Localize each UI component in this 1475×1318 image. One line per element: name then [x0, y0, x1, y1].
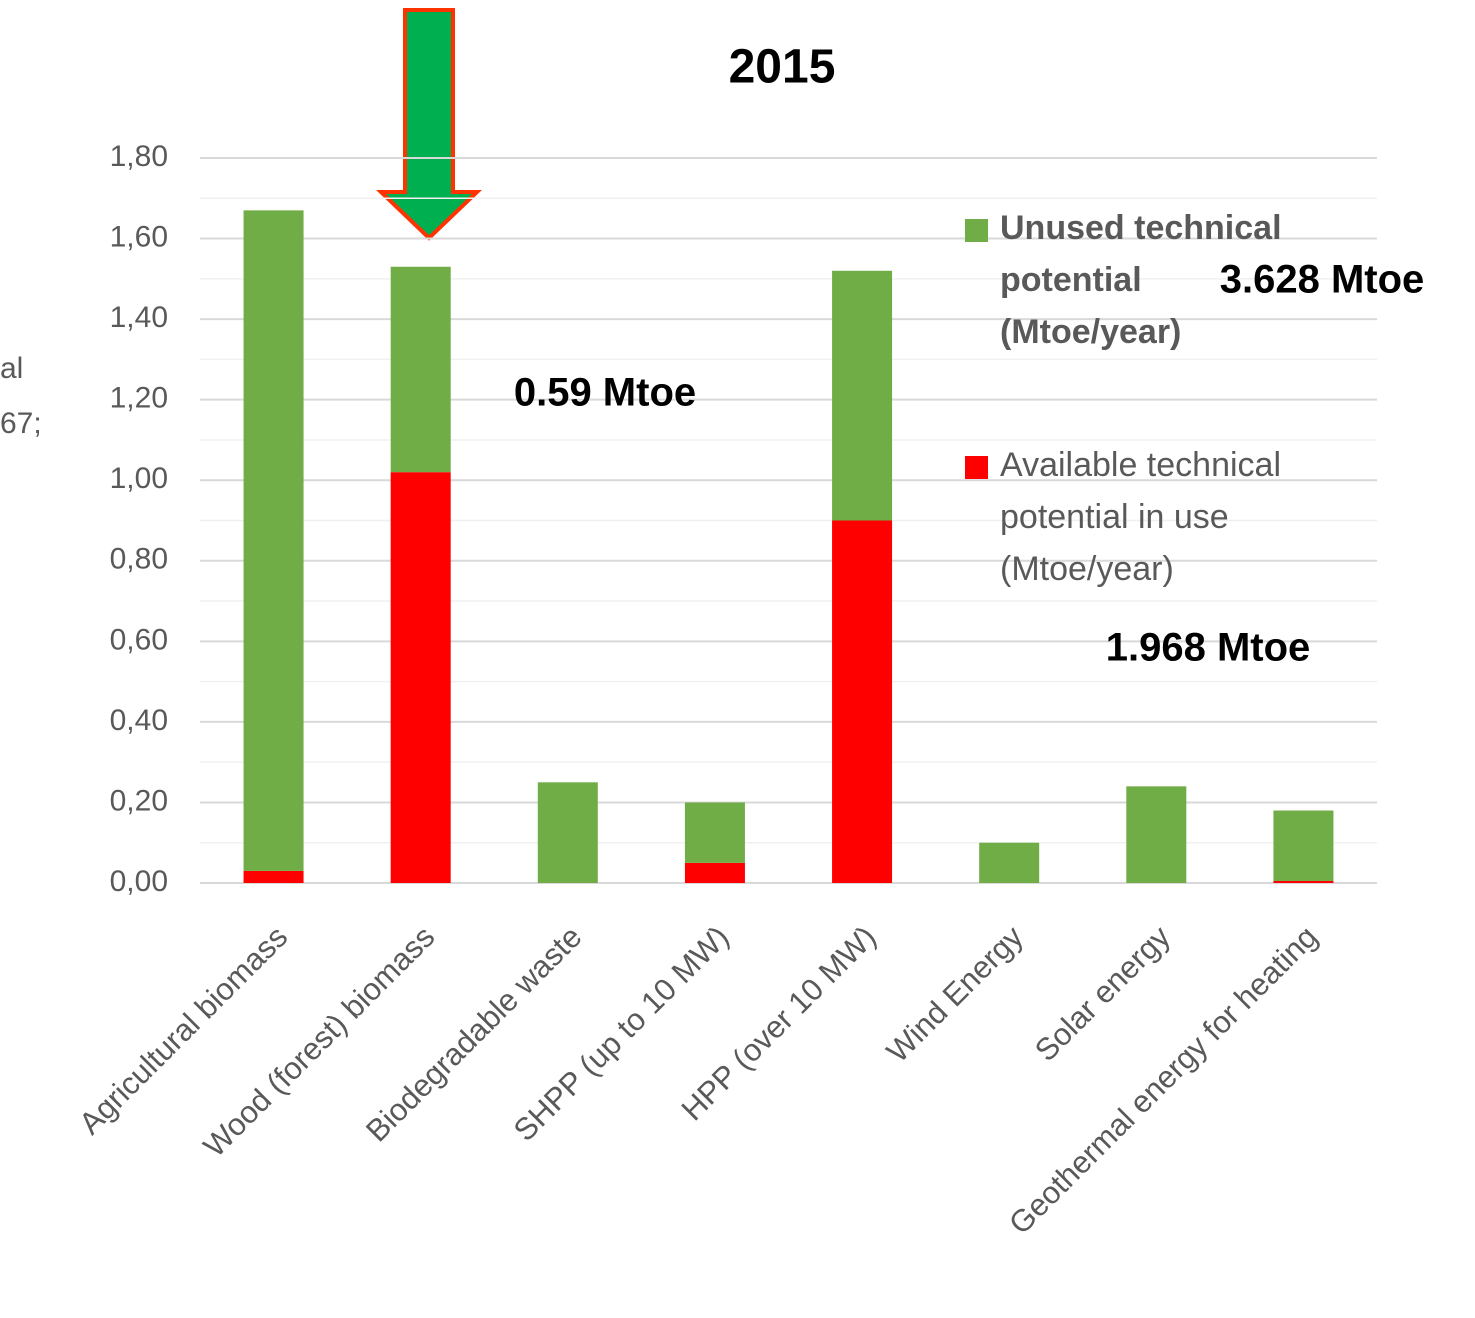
arrow — [376, 8, 482, 241]
bar-segment — [684, 862, 745, 883]
annotation: 1.968 Mtoe — [1106, 626, 1311, 670]
annotation: 67; — [0, 407, 42, 440]
y-tick-label: 1,40 — [110, 301, 168, 334]
y-tick-label: 1,00 — [110, 462, 168, 495]
bar-segment — [1273, 810, 1334, 881]
y-tick-label: 0,20 — [110, 784, 168, 817]
legend-swatch — [965, 456, 988, 479]
legend-label: Unused technical potential (Mtoe/year) — [1000, 209, 1282, 351]
x-tick-label: Wind Energy — [880, 919, 1031, 1070]
y-tick-label: 0,40 — [110, 704, 168, 737]
x-tick-label: Geothermal energy for heating — [1002, 919, 1324, 1241]
bar-segment — [243, 870, 304, 883]
legend-swatch — [965, 219, 988, 242]
legend-label: Available technical potential in use (Mtoe… — [1000, 446, 1281, 588]
bar-segment — [832, 520, 893, 883]
annotation: 0.59 Mtoe — [514, 371, 696, 415]
bar-segment — [390, 266, 451, 473]
bar-segment — [1126, 786, 1187, 883]
annotation: 3.628 Mtoe — [1220, 258, 1425, 302]
bar-segment — [979, 842, 1040, 883]
annotation: al — [0, 352, 23, 385]
y-tick-label: 0,60 — [110, 623, 168, 656]
bar-segment — [1273, 880, 1334, 883]
y-tick-label: 1,60 — [110, 220, 168, 253]
chart-title: 2015 — [729, 41, 836, 94]
y-tick-label: 1,20 — [110, 382, 168, 415]
bar-segment — [537, 782, 598, 883]
bar-segment — [243, 210, 304, 871]
y-tick-label: 1,80 — [110, 140, 168, 173]
bar-segment — [832, 270, 893, 521]
bar-segment — [390, 472, 451, 883]
y-tick-label: 0,80 — [110, 543, 168, 576]
bar-segment — [684, 802, 745, 863]
x-tick-label: Solar energy — [1028, 919, 1177, 1068]
y-tick-label: 0,00 — [110, 865, 168, 898]
